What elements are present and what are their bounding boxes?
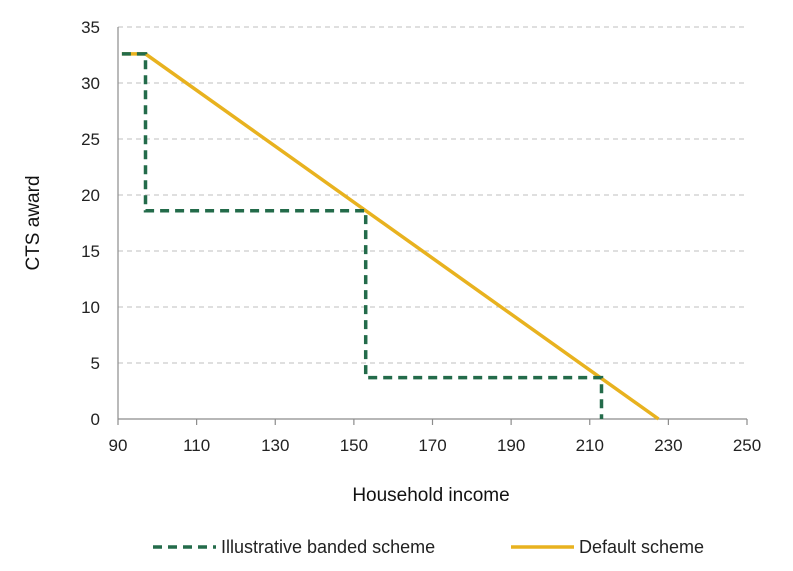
y-tick-labels: 0 5 10 15 20 25 30 35	[81, 18, 100, 429]
legend-label-default: Default scheme	[579, 537, 704, 557]
x-tick-label: 150	[340, 436, 368, 455]
series-line-default	[121, 52, 660, 421]
y-tick-label: 25	[81, 130, 100, 149]
x-tick-label: 170	[418, 436, 446, 455]
y-tick-label: 10	[81, 298, 100, 317]
x-tick-label: 210	[576, 436, 604, 455]
y-tick-label: 15	[81, 242, 100, 261]
x-tick-label: 190	[497, 436, 525, 455]
x-tick-labels: 90 110 130 150 170 190 210 230 250	[109, 436, 762, 455]
x-tick-label: 250	[733, 436, 761, 455]
y-tick-label: 35	[81, 18, 100, 37]
axes	[117, 27, 748, 425]
y-tick-label: 0	[91, 410, 100, 429]
x-tick-label: 230	[654, 436, 682, 455]
y-tick-label: 20	[81, 186, 100, 205]
x-axis-title: Household income	[352, 485, 509, 506]
x-tick-label: 130	[261, 436, 289, 455]
y-tick-label: 30	[81, 74, 100, 93]
series-lines	[121, 52, 660, 421]
gridlines	[118, 26, 747, 364]
y-tick-label: 5	[91, 354, 100, 373]
legend-label-banded: Illustrative banded scheme	[221, 537, 435, 557]
x-tick-label: 90	[109, 436, 128, 455]
x-tick-label: 110	[183, 436, 210, 455]
y-axis-title: CTS award	[23, 175, 44, 270]
legend: Illustrative banded scheme Default schem…	[153, 537, 704, 557]
series-line-banded	[121, 52, 604, 419]
